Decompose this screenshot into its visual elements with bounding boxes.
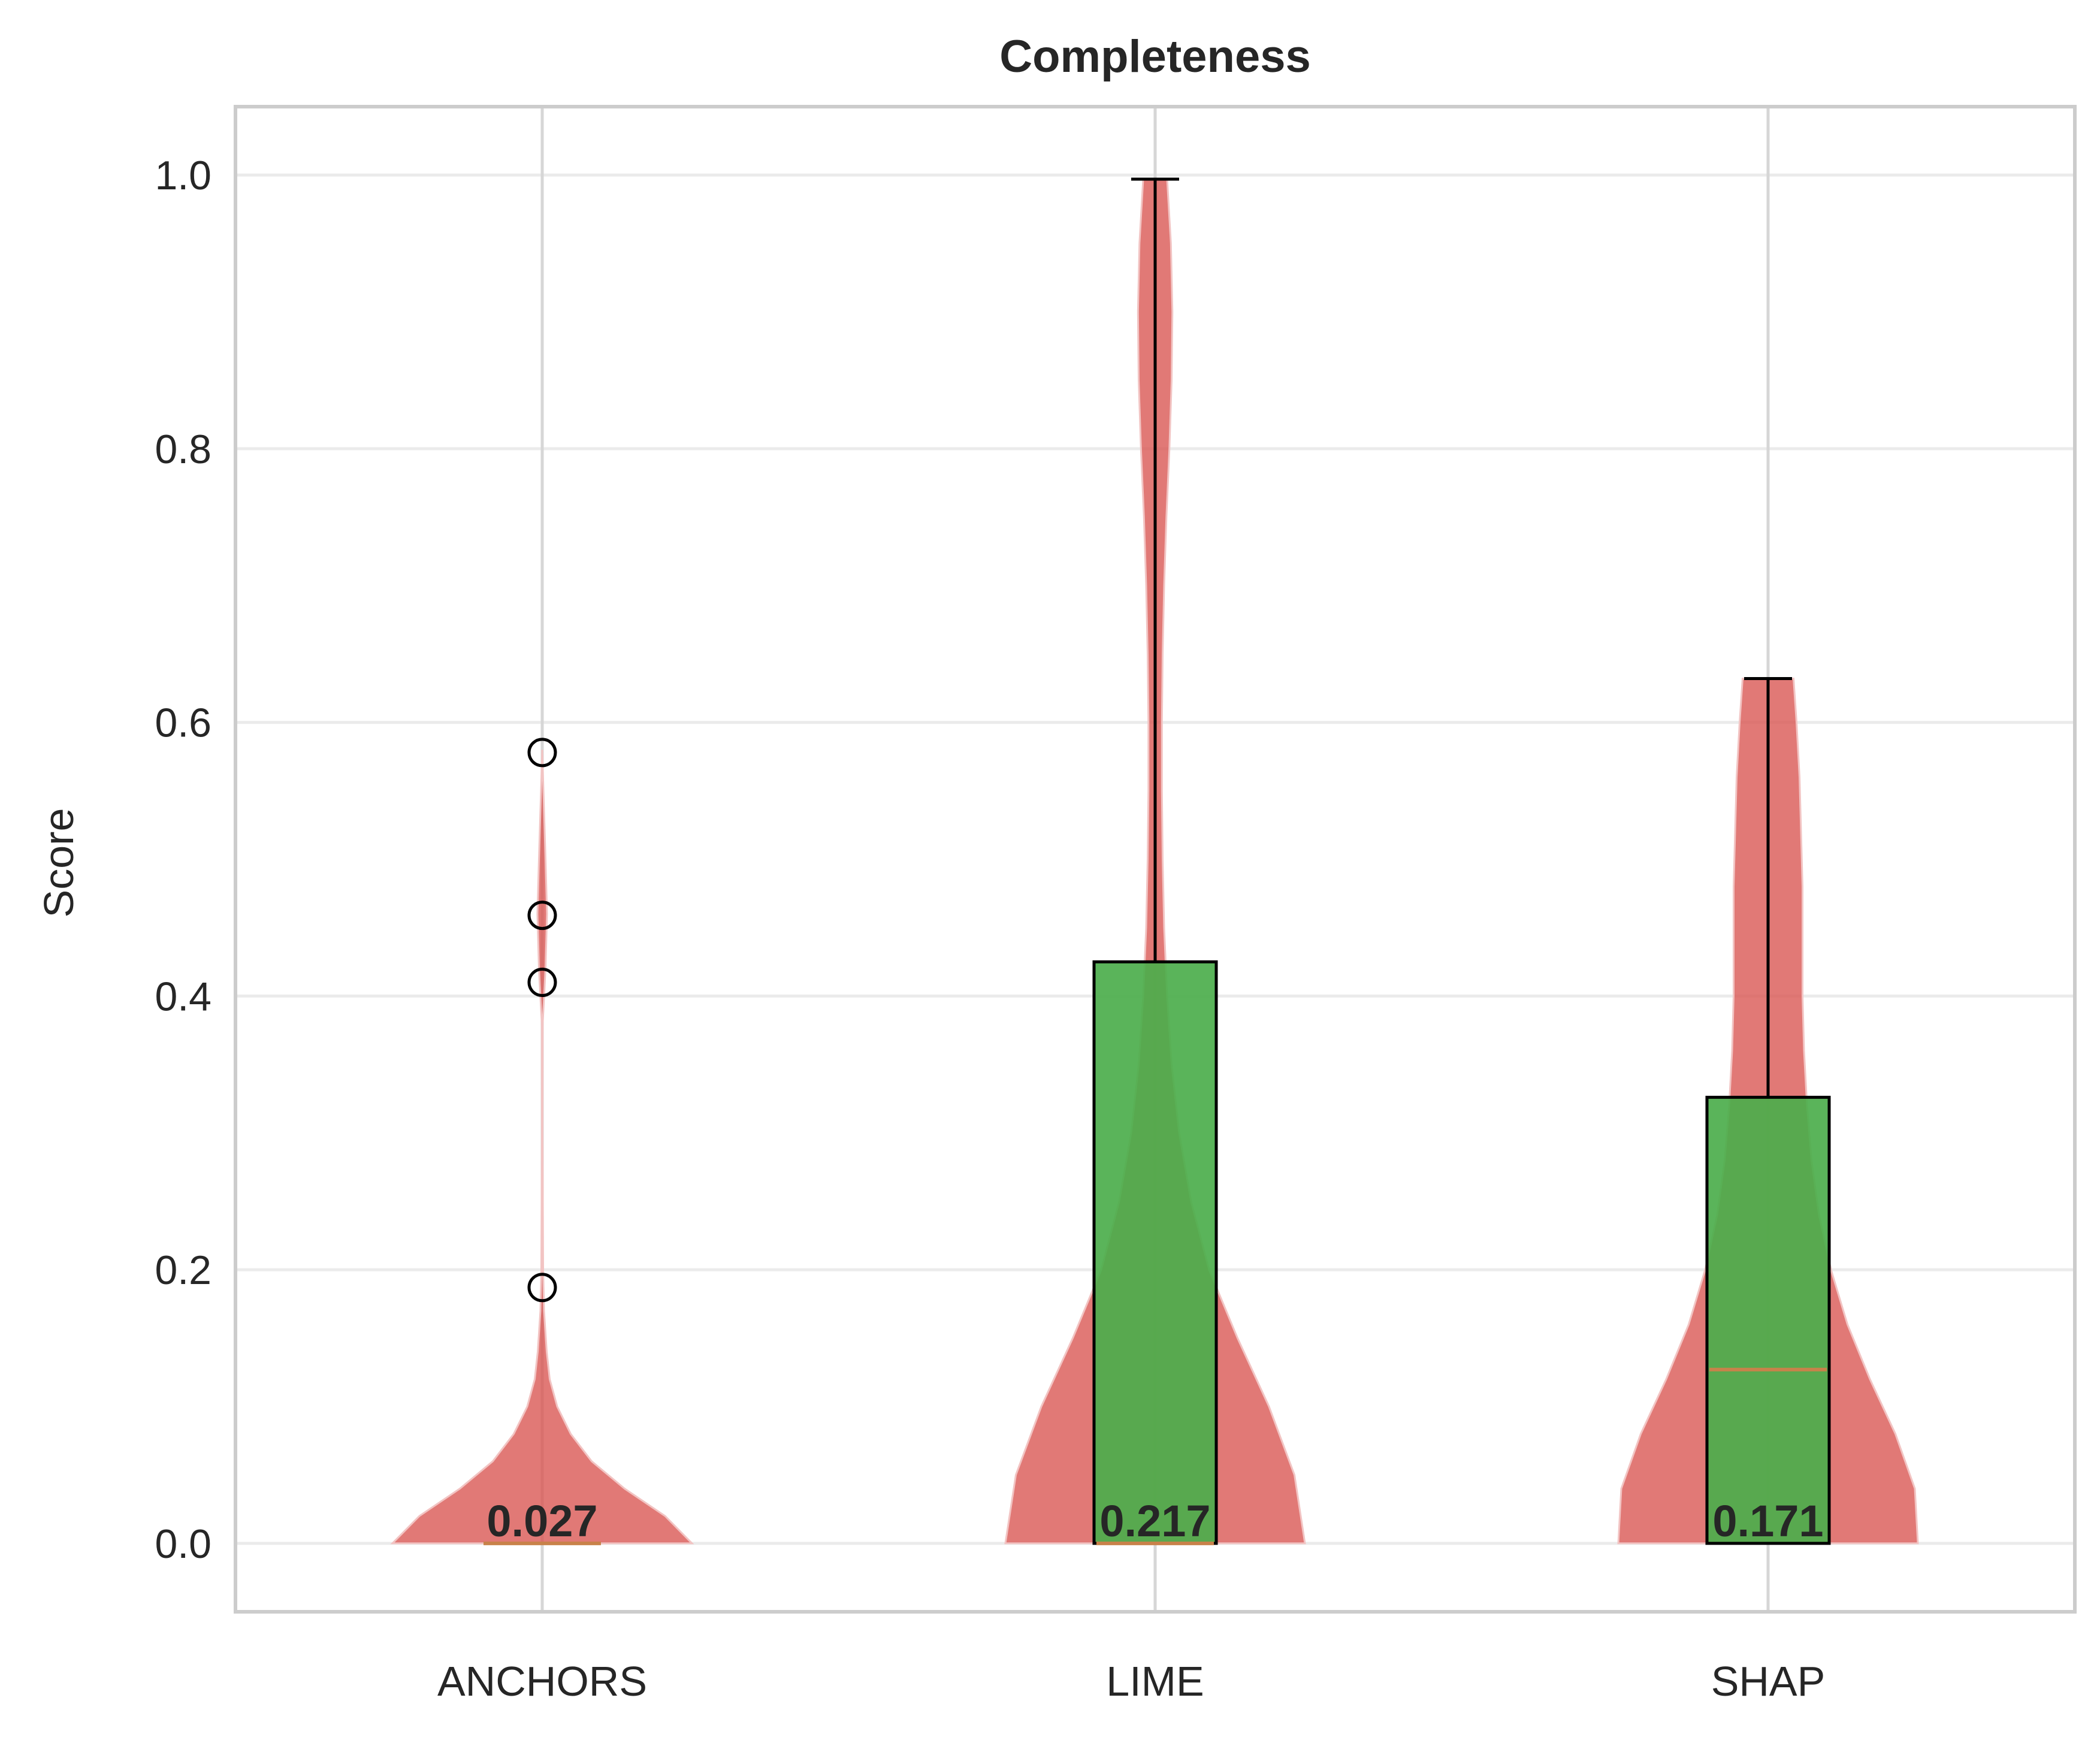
outlier-point	[527, 1273, 557, 1303]
x-tick-label: LIME	[1106, 1658, 1204, 1705]
x-tick-label: ANCHORS	[437, 1658, 647, 1705]
outlier-point	[527, 901, 557, 931]
mean-value-label: 0.171	[1712, 1496, 1823, 1546]
y-tick-label: 0.6	[155, 700, 211, 746]
mean-labels: 0.027 0.217 0.171	[487, 1496, 1823, 1546]
outlier-point	[527, 738, 557, 768]
y-tick-label: 0.8	[155, 427, 211, 472]
plot-frame	[234, 105, 2077, 1614]
chart-title: Completeness	[999, 31, 1311, 82]
mean-value-label: 0.027	[487, 1496, 597, 1546]
violin-anchors	[390, 750, 694, 1545]
mean-value-label: 0.217	[1099, 1496, 1210, 1546]
y-axis-label: Score	[35, 808, 82, 918]
y-tick-label: 0.0	[155, 1521, 211, 1567]
x-tick-labels: ANCHORS LIME SHAP	[437, 1658, 1825, 1705]
y-tick-labels: 0.0 0.2 0.4 0.6 0.8 1.0	[155, 153, 211, 1567]
y-tick-label: 0.4	[155, 974, 211, 1019]
box-lime	[1092, 960, 1218, 1545]
outlier-point	[527, 968, 557, 998]
y-tick-label: 0.2	[155, 1247, 211, 1293]
y-tick-label: 1.0	[155, 153, 211, 198]
box-shap	[1705, 1095, 1831, 1545]
box-plots	[484, 177, 1831, 1545]
x-tick-label: SHAP	[1711, 1658, 1826, 1705]
